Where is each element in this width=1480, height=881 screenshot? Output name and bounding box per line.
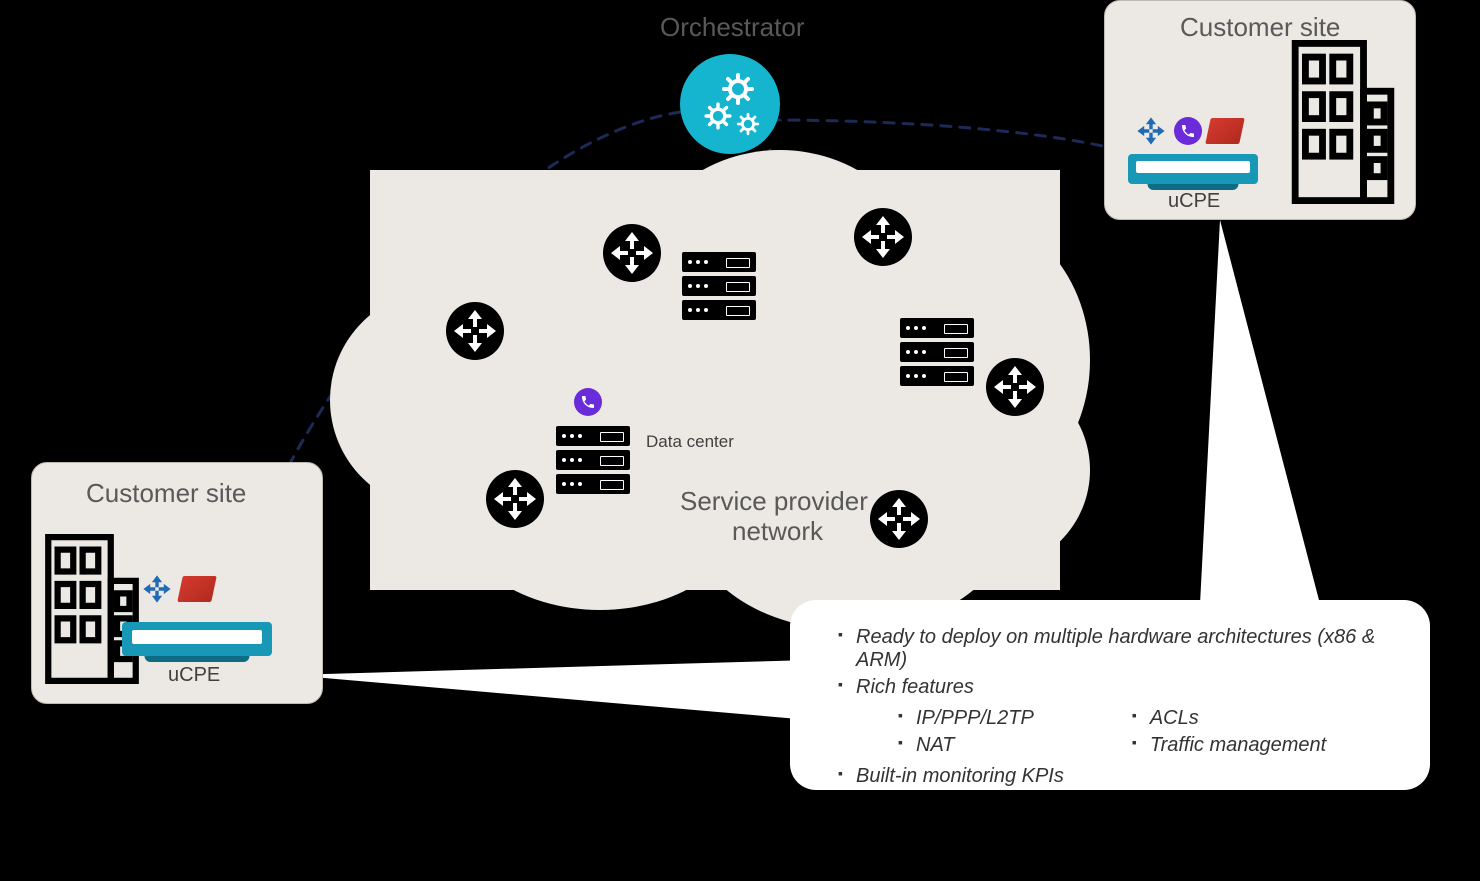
- router-icon: [603, 224, 661, 282]
- server-rack-icon: [900, 318, 974, 392]
- customer-site-left-label: Customer site: [86, 478, 246, 509]
- routing-icon: [140, 572, 174, 606]
- ucpe-right-label: uCPE: [1168, 190, 1220, 213]
- spn-label-1: Service provider: [680, 486, 868, 517]
- firewall-icon: [1205, 118, 1245, 144]
- router-icon: [854, 208, 912, 266]
- datacenter-label: Data center: [646, 432, 734, 452]
- ucpe-left-label: uCPE: [168, 664, 220, 687]
- router-icon: [446, 302, 504, 360]
- callout-feature: Traffic management: [1136, 734, 1326, 757]
- datacenter-voip-icon: [574, 388, 602, 416]
- router-icon: [486, 470, 544, 528]
- vnf-icons-left: [140, 572, 214, 606]
- router-icon: [870, 490, 928, 548]
- ucpe-device-left: [122, 622, 272, 656]
- firewall-icon: [177, 576, 217, 602]
- spn-label-2: network: [732, 516, 823, 547]
- server-rack-icon: [682, 252, 756, 326]
- routing-icon: [1134, 114, 1168, 148]
- router-icon: [986, 358, 1044, 416]
- server-rack-icon: [556, 426, 630, 500]
- callout-item: Ready to deploy on multiple hardware arc…: [842, 626, 1400, 672]
- callout-feature: ACLs: [1136, 707, 1326, 730]
- orchestrator-icon: [680, 54, 780, 154]
- voip-icon: [1174, 117, 1202, 145]
- callout-feature: NAT: [902, 734, 1034, 757]
- orchestrator-label: Orchestrator: [660, 12, 805, 43]
- ucpe-device-right: [1128, 154, 1258, 184]
- callout-item: Built-in monitoring KPIs: [842, 765, 1400, 788]
- callout-feature: IP/PPP/L2TP: [902, 707, 1034, 730]
- customer-site-right-label: Customer site: [1180, 12, 1340, 43]
- feature-callout: Ready to deploy on multiple hardware arc…: [790, 600, 1430, 790]
- vnf-icons-right: [1134, 114, 1242, 148]
- callout-item: Rich features: [842, 676, 1400, 699]
- building-right-icon: [1288, 40, 1398, 209]
- building-left-icon: [44, 534, 140, 689]
